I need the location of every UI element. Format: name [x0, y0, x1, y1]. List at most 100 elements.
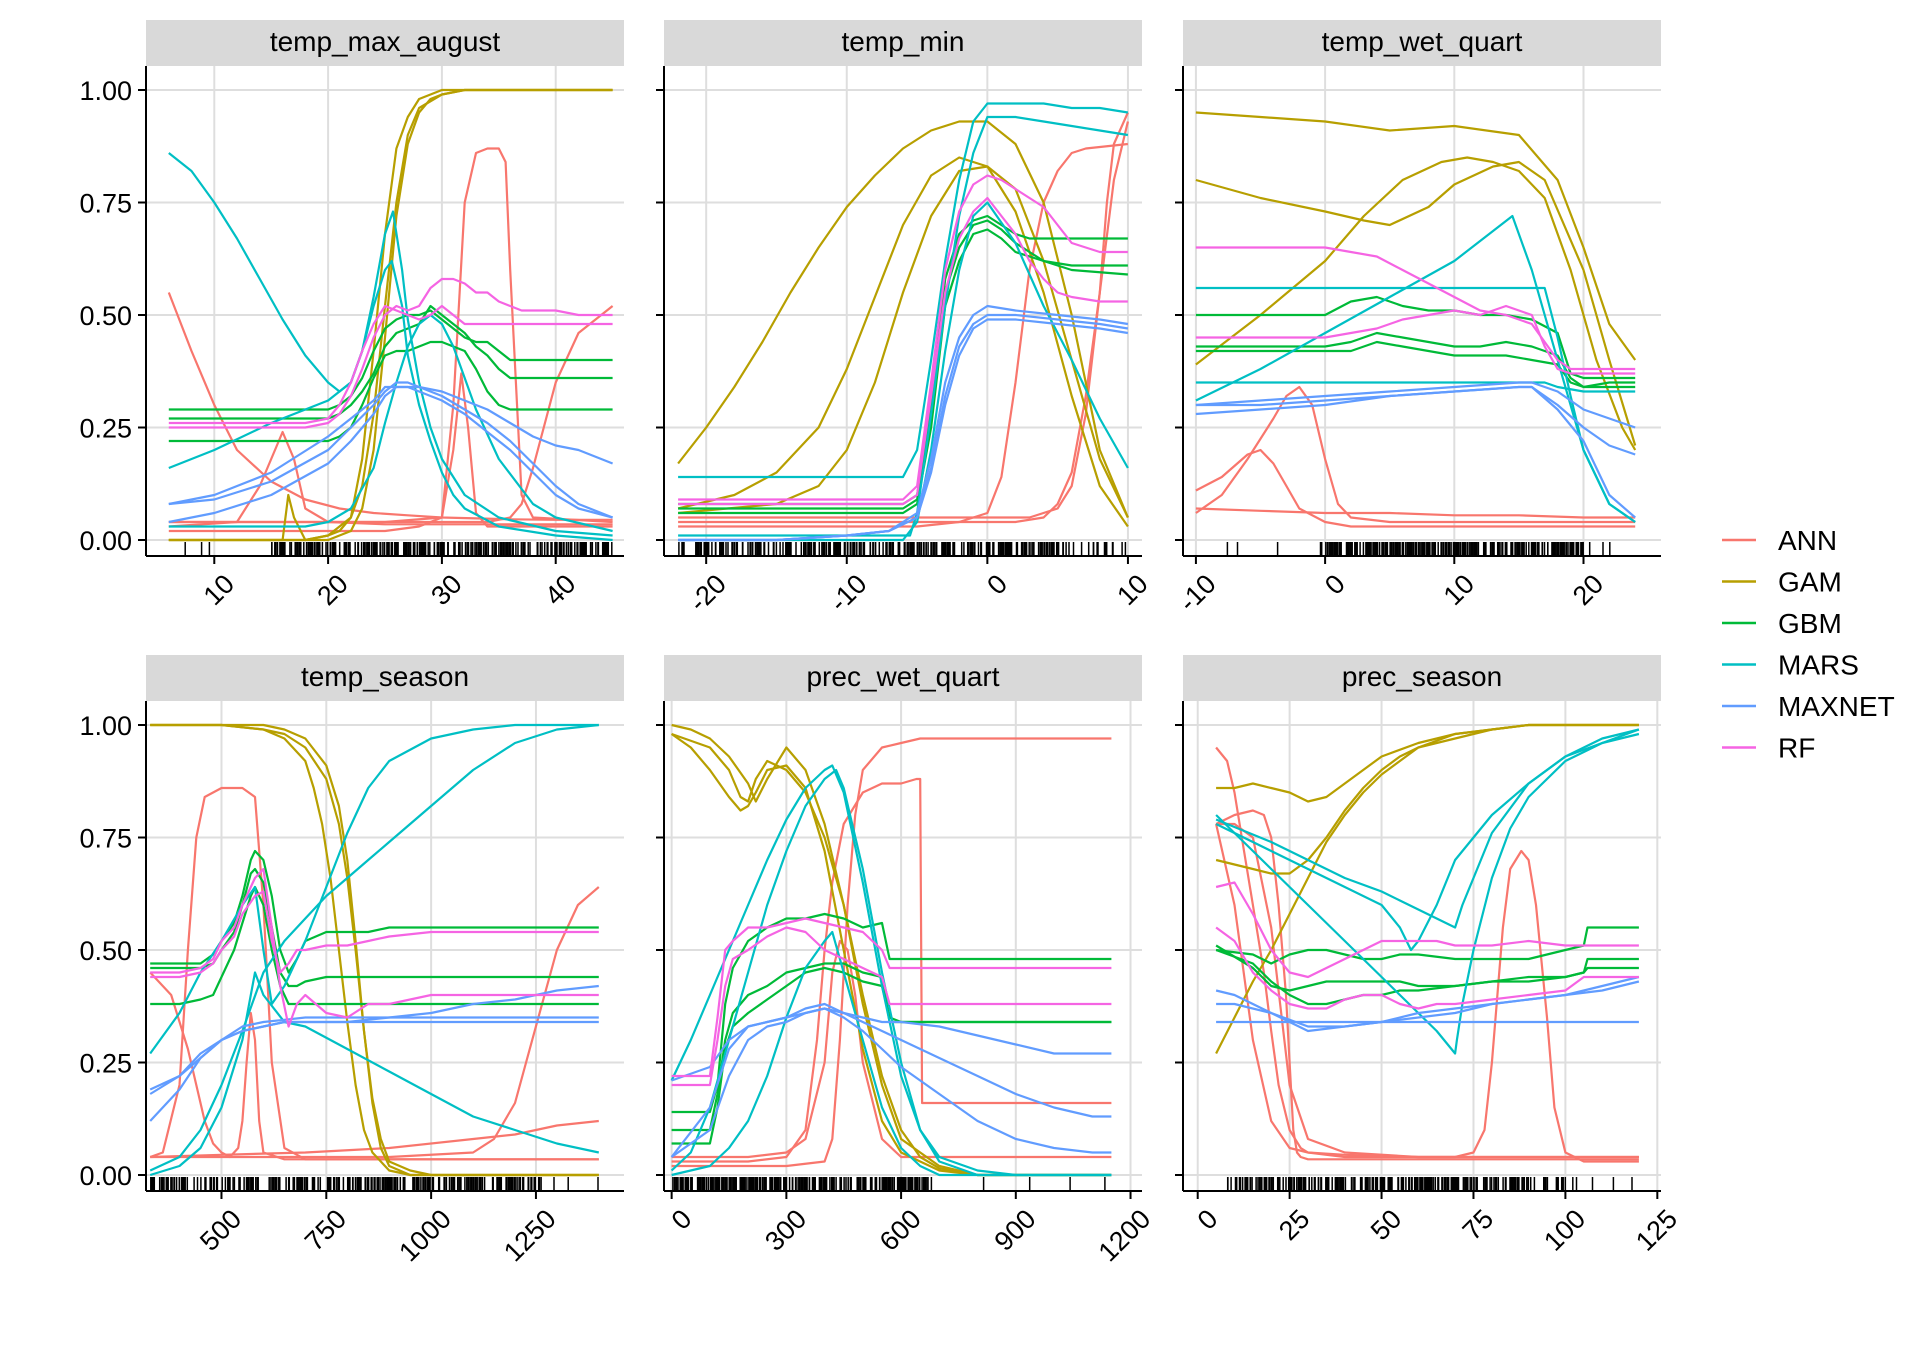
series-line-MARS: [168, 152, 613, 537]
x-tick-label: 125: [1630, 1204, 1683, 1257]
series-line-ANN: [678, 142, 1129, 528]
x-tick-label: 30: [425, 569, 467, 611]
series-line-ANN: [671, 939, 1112, 1159]
series-line-MARS: [671, 930, 1112, 1177]
series-line-GAM: [168, 88, 613, 542]
series-line-MAXNET: [168, 381, 614, 519]
x-tick-label: 600: [874, 1204, 927, 1257]
series-line-GBM: [671, 966, 1112, 1145]
x-tick-label: 0: [1319, 569, 1351, 601]
panel-title: prec_season: [1342, 661, 1502, 692]
x-tick-label: 40: [539, 569, 581, 611]
panel-grid: [1183, 66, 1661, 556]
panel-prec_wet_quart: prec_wet_quart 0 300 600 900 1200: [656, 655, 1156, 1267]
legend-label-RF: RF: [1778, 733, 1815, 764]
series-line-GAM: [671, 732, 1112, 1177]
series-line-MAXNET: [168, 385, 614, 506]
x-tick-label: 0: [1192, 1204, 1224, 1236]
series-line-RF: [671, 926, 1112, 1087]
x-tick-label: -10: [824, 569, 873, 618]
panel-temp_min: temp_min -20 -10 0 10: [656, 20, 1154, 617]
series-line-RF: [150, 890, 599, 979]
panel-title: temp_min: [842, 26, 965, 57]
panel-temp_season: temp_season 0.00 0.25 0.50 0.75 1.00 500 750 100…: [79, 655, 624, 1267]
series-line-MAXNET: [149, 1020, 599, 1091]
series-line-RF: [678, 196, 1128, 506]
series-line-GAM: [1195, 160, 1637, 446]
series-line-GAM: [1195, 111, 1637, 361]
panel-strip: [146, 20, 624, 66]
legend-label-MARS: MARS: [1778, 650, 1859, 681]
y-tick-label: 0.25: [79, 1049, 132, 1079]
x-tick-label: 100: [1538, 1204, 1591, 1257]
series-line-MAXNET: [1216, 980, 1640, 1028]
rug: [184, 542, 613, 556]
series-line-GBM: [1215, 948, 1639, 1006]
x-tick-label: 20: [1567, 569, 1609, 611]
x-tick-label: 0: [981, 569, 1013, 601]
panel-strip: [664, 20, 1142, 66]
panel-series: [1195, 111, 1637, 528]
series-line-GBM: [678, 214, 1128, 506]
series-line-RF: [168, 304, 613, 425]
series-line-GAM: [677, 165, 1129, 518]
series-line-MARS: [1215, 728, 1640, 952]
rug: [678, 542, 1127, 556]
x-tick-label: 20: [311, 569, 353, 611]
series-line-MARS: [168, 313, 613, 533]
x-tick-label: 0: [666, 1204, 698, 1236]
series-line-RF: [678, 174, 1128, 501]
series-line-MARS: [678, 115, 1129, 537]
series-line-MARS: [149, 723, 599, 1172]
series-line-MARS: [678, 201, 1129, 542]
series-line-ANN: [168, 147, 613, 524]
panel-strip: [146, 655, 624, 701]
x-tick-label: 300: [759, 1204, 812, 1257]
series-line-GAM: [677, 120, 1129, 518]
series-line-MAXNET: [1195, 381, 1636, 429]
series-line-GBM: [150, 885, 599, 1006]
series-line-ANN: [1215, 809, 1639, 1161]
series-line-GBM: [671, 912, 1112, 1114]
panel-prec_season: prec_season 0 25 50 75 100 125: [1175, 655, 1683, 1257]
series-line-GBM: [1195, 340, 1636, 389]
series-line-ANN: [671, 777, 1112, 1163]
panel-series: [149, 723, 600, 1177]
series-line-MARS: [1195, 381, 1636, 393]
legend-label-GBM: GBM: [1778, 608, 1842, 639]
panel-title: temp_season: [301, 661, 469, 692]
series-line-MARS: [1215, 732, 1640, 929]
panel-grid: [664, 66, 1142, 556]
series-line-GBM: [168, 304, 613, 420]
y-tick-label: 0.25: [79, 414, 132, 444]
series-line-GAM: [150, 723, 599, 1177]
series-line-MAXNET: [1195, 385, 1636, 519]
rug: [1226, 542, 1611, 556]
x-tick-label: 1250: [498, 1204, 562, 1268]
panel-grid: [1183, 701, 1661, 1191]
y-tick-label: 0.00: [79, 1161, 132, 1191]
series-line-RF: [1215, 881, 1639, 979]
x-tick-label: 1000: [393, 1204, 457, 1268]
series-line-GBM: [150, 849, 599, 974]
panel-series: [670, 723, 1112, 1177]
rug: [672, 1177, 1106, 1191]
series-line-MAXNET: [168, 385, 613, 524]
legend: ANN GAM GBM MARS MAXNET RF: [1722, 525, 1895, 764]
x-tick-label: 10: [198, 569, 240, 611]
series-line-GAM: [1215, 723, 1639, 1055]
panel-title: prec_wet_quart: [806, 661, 999, 692]
series-line-GBM: [1195, 331, 1636, 389]
y-tick-label: 0.00: [79, 526, 132, 556]
panel-title: temp_wet_quart: [1322, 26, 1523, 57]
panel-strip: [664, 655, 1142, 701]
series-line-ANN: [150, 1119, 599, 1159]
legend-label-ANN: ANN: [1778, 525, 1837, 556]
series-line-MAXNET: [670, 1002, 1112, 1158]
series-line-RF: [1195, 304, 1636, 375]
series-line-GAM: [150, 723, 599, 1177]
panel-strip: [1183, 655, 1661, 701]
series-line-RF: [1215, 926, 1639, 1010]
x-tick-label: 900: [989, 1204, 1042, 1257]
